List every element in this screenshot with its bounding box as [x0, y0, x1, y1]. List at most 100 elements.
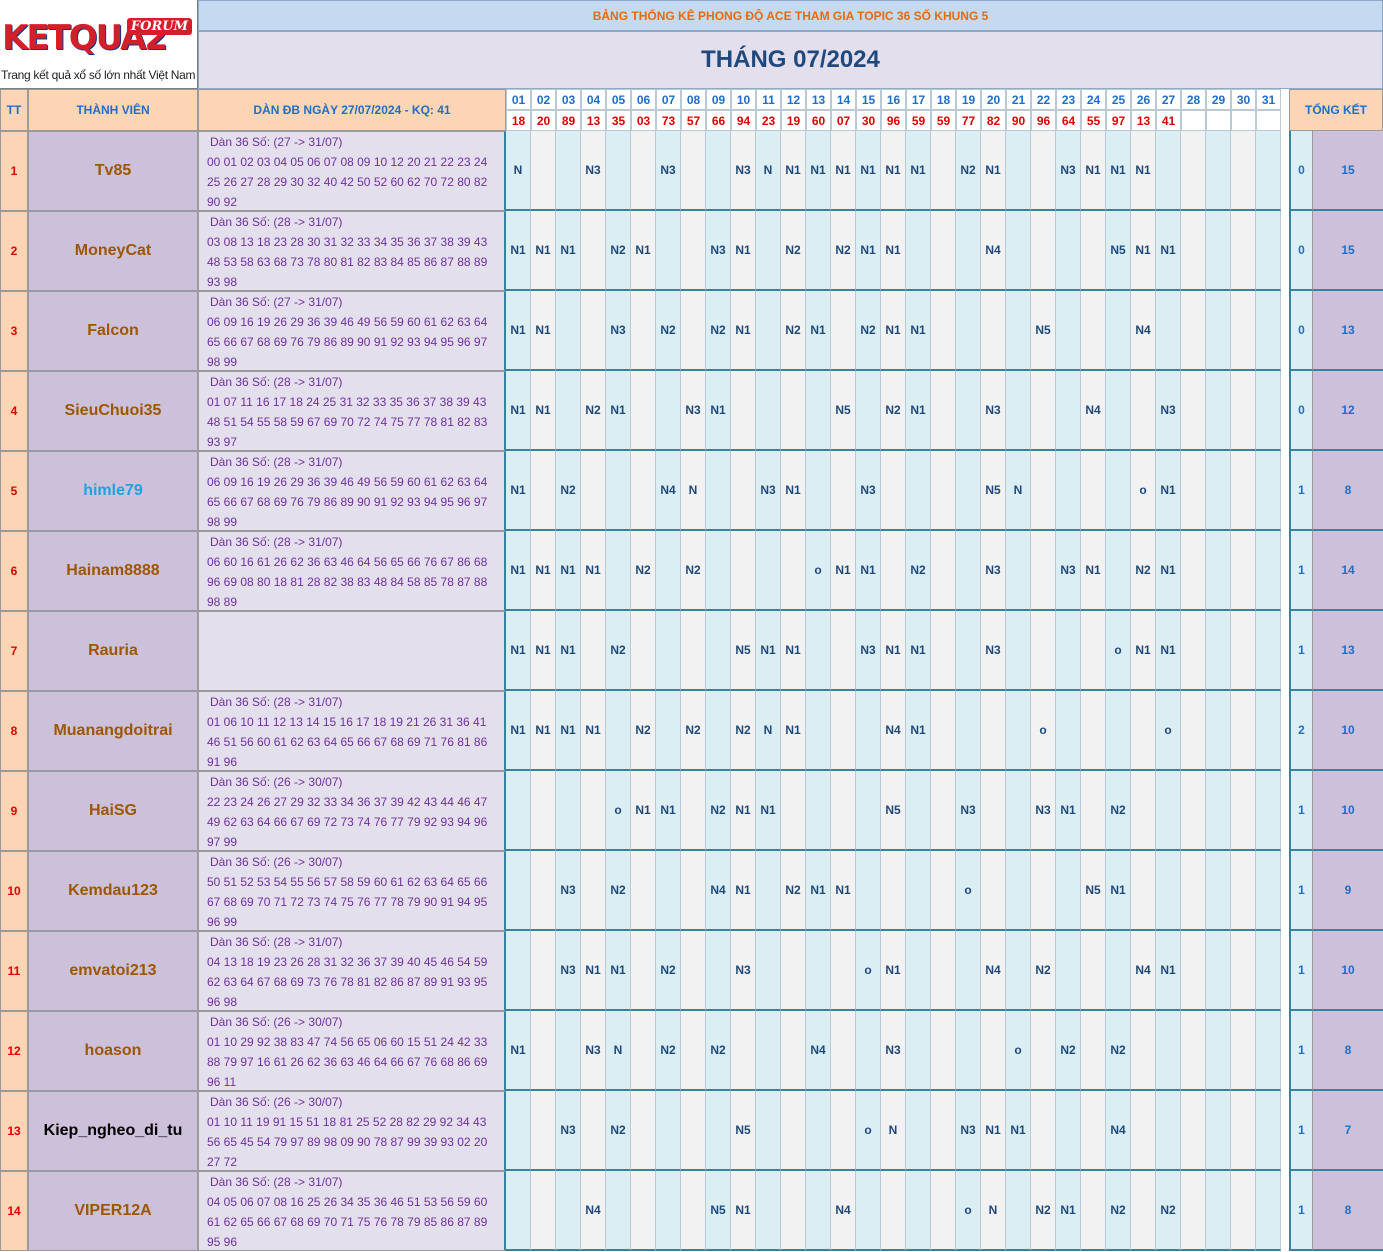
day-mark-cell [1181, 531, 1206, 611]
member-name[interactable]: Kemdau123 [28, 851, 198, 931]
member-name[interactable]: HaiSG [28, 771, 198, 851]
day-mark-cell: N1 [581, 931, 606, 1011]
day-mark-cell [731, 531, 756, 611]
logo-tagline: Trang kết quả xổ số lớn nhất Việt Nam [1, 68, 196, 82]
day-mark-cell: N1 [1056, 771, 1081, 851]
day-mark-cell [1081, 1091, 1106, 1171]
day-mark-cell: N3 [556, 851, 581, 931]
day-mark-cell [1131, 771, 1156, 851]
day-mark-cell: N1 [831, 531, 856, 611]
day-mark-cell [1181, 931, 1206, 1011]
day-mark-cell: N3 [731, 931, 756, 1011]
day-mark-cell [1056, 211, 1081, 291]
member-name[interactable]: SieuChuoi35 [28, 371, 198, 451]
row-number: 12 [0, 1011, 28, 1091]
day-mark-cell [956, 291, 981, 371]
member-name[interactable]: Muanangdoitrai [28, 691, 198, 771]
member-name[interactable]: himle79 [28, 451, 198, 531]
number-set-header: Dàn 36 Số: (27 -> 31/07) [210, 295, 343, 309]
day-mark-cell [706, 451, 731, 531]
row-number: 2 [0, 211, 28, 291]
day-mark-cell [631, 131, 656, 211]
member-name[interactable]: Hainam8888 [28, 531, 198, 611]
member-name[interactable]: hoason [28, 1011, 198, 1091]
day-mark-cell: N2 [731, 691, 756, 771]
day-result-cell: 82 [981, 110, 1006, 131]
number-set-line: 90 92 [207, 195, 238, 209]
day-mark-cell: o [956, 1171, 981, 1251]
day-mark-cell: N1 [1156, 611, 1181, 691]
day-mark-cell: N1 [581, 691, 606, 771]
day-mark-cell: N2 [956, 131, 981, 211]
day-mark-cell: N3 [881, 1011, 906, 1091]
day-mark-cell [606, 691, 631, 771]
day-mark-cell [656, 531, 681, 611]
day-mark-cell: N1 [731, 1171, 756, 1251]
number-set-line: 62 63 64 67 68 69 73 76 78 81 82 86 87 8… [207, 975, 488, 989]
day-mark-cell [1206, 691, 1231, 771]
day-mark-cell [1231, 531, 1256, 611]
day-mark-cell [831, 1091, 856, 1171]
day-mark-cell: N1 [806, 291, 831, 371]
summary-total: 15 [1312, 131, 1383, 211]
member-name[interactable]: MoneyCat [28, 211, 198, 291]
number-set-line: 00 01 02 03 04 05 06 07 08 09 10 12 20 2… [207, 155, 488, 169]
day-mark-cell [656, 1091, 681, 1171]
day-mark-cell: N1 [781, 611, 806, 691]
day-header-cell: 20 [981, 89, 1006, 110]
day-mark-cell [506, 771, 531, 851]
number-set-line: 98 99 [207, 515, 238, 529]
day-header-cell: 02 [531, 89, 556, 110]
day-mark-cell: N2 [706, 1011, 731, 1091]
day-mark-cell: N1 [506, 531, 531, 611]
day-mark-cell [581, 451, 606, 531]
number-set-header: Dàn 36 Số: (28 -> 31/07) [210, 215, 343, 229]
day-mark-cell [656, 691, 681, 771]
member-name[interactable]: emvatoi213 [28, 931, 198, 1011]
day-mark-cell: N1 [531, 371, 556, 451]
row-number: 8 [0, 691, 28, 771]
summary-count: 1 [1289, 451, 1312, 531]
row-number: 13 [0, 1091, 28, 1171]
day-mark-cell: N4 [1106, 1091, 1131, 1171]
member-name[interactable]: VIPER12A [28, 1171, 198, 1251]
day-mark-cell: N3 [956, 771, 981, 851]
day-result-cell: 96 [1031, 110, 1056, 131]
day-mark-cell: N5 [706, 1171, 731, 1251]
day-mark-cell: N1 [531, 291, 556, 371]
day-mark-cell [531, 1171, 556, 1251]
day-mark-cell [531, 931, 556, 1011]
day-mark-cell: N3 [856, 451, 881, 531]
day-mark-cell: N3 [731, 131, 756, 211]
day-mark-cell [681, 611, 706, 691]
day-mark-cell [806, 931, 831, 1011]
day-mark-cell [1231, 371, 1256, 451]
day-result-cell: 13 [581, 110, 606, 131]
ketqua2-logo[interactable]: KETQUA2 FORUM Trang kết quả xổ số lớn nh… [0, 0, 198, 89]
day-mark-cell: o [856, 1091, 881, 1171]
row-number: 9 [0, 771, 28, 851]
member-name[interactable]: Kiep_ngheo_di_tu [28, 1091, 198, 1171]
day-header-cell: 19 [956, 89, 981, 110]
member-name[interactable]: Tv85 [28, 131, 198, 211]
day-mark-cell: N3 [581, 1011, 606, 1091]
day-mark-cell [731, 1011, 756, 1091]
day-mark-cell [706, 131, 731, 211]
day-mark-cell [931, 451, 956, 531]
day-mark-cell: N1 [831, 131, 856, 211]
member-name[interactable]: Rauria [28, 611, 198, 691]
number-set-line: 65 66 67 68 69 76 79 86 89 90 91 92 93 9… [207, 495, 488, 509]
summary-total: 10 [1312, 691, 1383, 771]
day-mark-cell: N1 [731, 211, 756, 291]
day-mark-cell [1256, 1091, 1281, 1171]
day-mark-cell [1206, 291, 1231, 371]
number-set-header: Dàn 36 Số: (26 -> 30/07) [210, 775, 343, 789]
day-mark-cell [706, 931, 731, 1011]
member-name[interactable]: Falcon [28, 291, 198, 371]
day-mark-cell: N [756, 691, 781, 771]
summary-count: 0 [1289, 371, 1312, 451]
day-mark-cell: N2 [781, 211, 806, 291]
day-mark-cell [1181, 1091, 1206, 1171]
number-set-line: 96 11 [207, 1075, 237, 1089]
day-mark-cell: N3 [1056, 131, 1081, 211]
